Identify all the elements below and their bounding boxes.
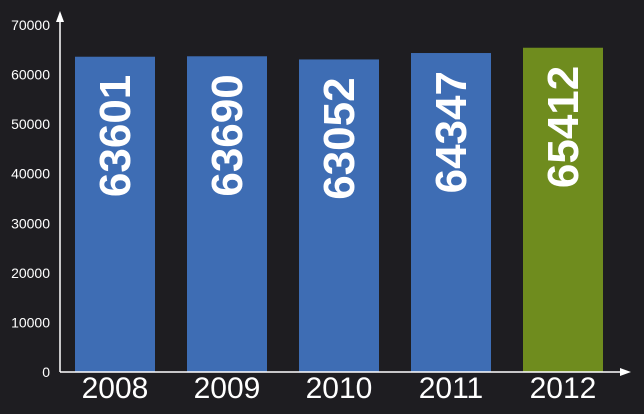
data-label: 65412 (539, 66, 588, 188)
bar-2009 (187, 56, 267, 372)
y-tick-label: 40000 (11, 166, 50, 182)
bar-2011 (411, 53, 491, 372)
bar-2008 (75, 56, 155, 372)
data-label: 63052 (315, 77, 364, 199)
x-tick-label: 2011 (419, 372, 484, 405)
bar-2010 (299, 59, 379, 372)
data-label: 64347 (427, 71, 476, 193)
bars-group (75, 47, 603, 372)
y-tick-label: 0 (42, 364, 50, 380)
x-tick-label: 2012 (530, 372, 597, 405)
bar-2012 (523, 47, 603, 372)
axes-group (56, 11, 631, 376)
x-tick-label: 2010 (306, 372, 373, 405)
y-tick-label: 10000 (11, 314, 50, 330)
y-tick-label: 20000 (11, 265, 50, 281)
data-labels-group: 63601 63690 63052 64347 65412 (91, 66, 588, 200)
y-tick-label: 60000 (11, 67, 50, 83)
y-tick-label: 30000 (11, 215, 50, 231)
y-tick-label: 50000 (11, 116, 50, 132)
y-tick-labels: 0 10000 20000 30000 40000 50000 60000 70000 (11, 17, 50, 380)
x-tick-labels: 2008 2009 2010 2011 2012 (82, 372, 597, 405)
y-axis-arrow (56, 11, 64, 22)
x-tick-label: 2008 (82, 372, 149, 405)
x-tick-label: 2009 (194, 372, 261, 405)
data-label: 63690 (203, 74, 252, 196)
y-tick-label: 70000 (11, 17, 50, 33)
data-label: 63601 (91, 75, 140, 197)
x-axis-arrow (620, 368, 631, 376)
